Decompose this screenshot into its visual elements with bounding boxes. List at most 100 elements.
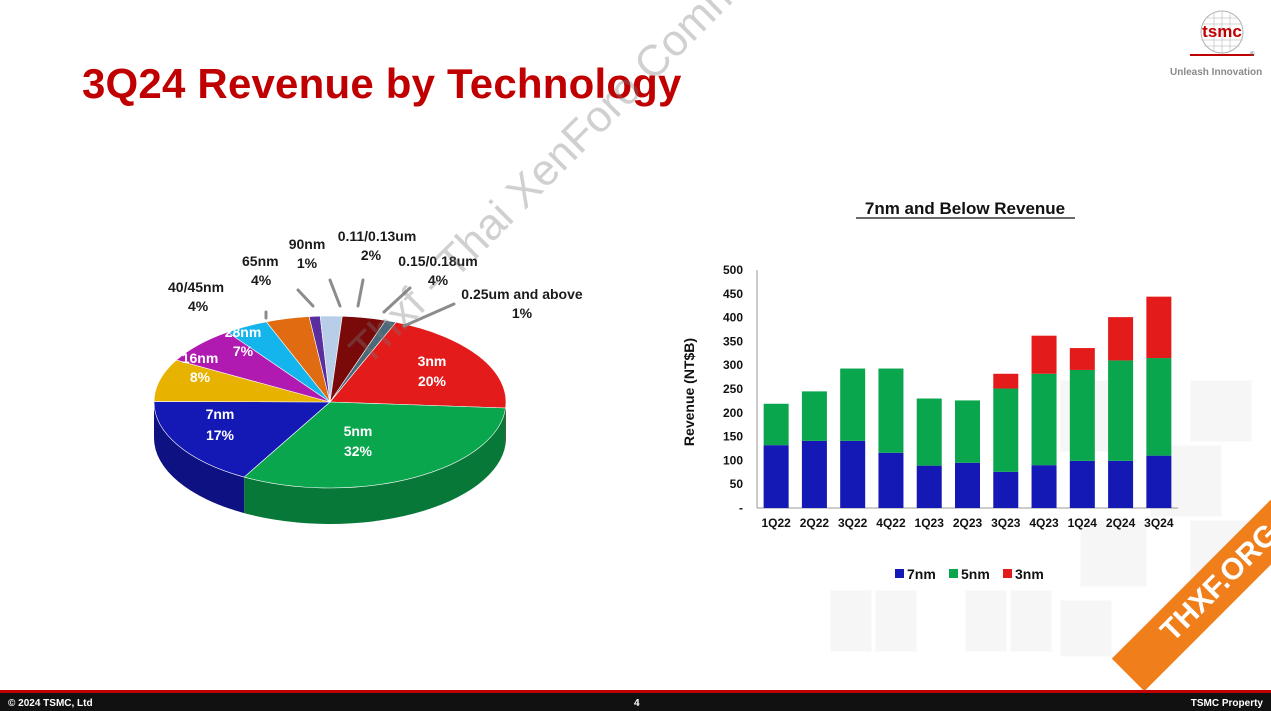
bar-chart-title: 7nm and Below Revenue xyxy=(865,199,1065,218)
bar-segment-7nm xyxy=(801,440,827,508)
tsmc-logo-icon xyxy=(1190,10,1254,56)
bar-segment-7nm xyxy=(1069,460,1095,508)
pie-label: 0.15/0.18um xyxy=(398,253,477,269)
footer-bar: © 2024 TSMC, Ltd 4 TSMC Property xyxy=(0,690,1271,711)
pie-value-label: 4% xyxy=(428,272,449,288)
bar-segment-5nm xyxy=(878,368,904,453)
pie-slice-5nm xyxy=(243,401,506,489)
pie-side-7nm xyxy=(154,402,245,514)
pie-label: 3nm xyxy=(418,353,447,369)
y-tick-label: 250 xyxy=(723,382,743,396)
bar-segment-5nm xyxy=(801,391,827,441)
copyright-text: © 2024 TSMC, Ltd xyxy=(8,698,93,709)
bar-segment-5nm xyxy=(955,400,980,463)
pie-slice-7nm xyxy=(153,401,331,478)
pie-value-label: 7% xyxy=(233,343,254,359)
pie-label: 7nm xyxy=(206,406,235,422)
pie-leader-line xyxy=(356,278,365,308)
page-number: 4 xyxy=(634,698,640,709)
bar-segment-7nm xyxy=(1108,460,1134,508)
y-tick-label: - xyxy=(739,501,743,515)
pie-value-label: 4% xyxy=(251,272,272,288)
footer-property: TSMC Property xyxy=(1190,698,1263,709)
pie-value-label: 1% xyxy=(512,305,533,321)
pie-value-label: 4% xyxy=(188,298,209,314)
bar-segment-7nm xyxy=(955,462,980,508)
pie-leader-line xyxy=(402,302,456,328)
bar-segment-5nm xyxy=(916,398,942,466)
bar-segment-3nm xyxy=(993,373,1019,389)
x-tick-label: 2Q22 xyxy=(800,516,830,530)
bar-segment-5nm xyxy=(763,403,789,446)
slide-title: 3Q24 Revenue by Technology xyxy=(82,60,682,107)
bar-segment-3nm xyxy=(1146,296,1172,359)
pie-side-5nm xyxy=(244,407,506,524)
pie-slice-0.25um and above xyxy=(329,320,397,403)
bar-chart: 7nm and Below Revenue - 50 100 150 200 250 300 3… xyxy=(681,199,1178,582)
pie-chart: 3nm 20% 5nm 32% 7nm 17% 16nm 8% 28nm 7% 40/45nm 4% 6… xyxy=(153,228,583,524)
bar-segment-5nm xyxy=(1031,373,1057,466)
legend-swatch xyxy=(949,569,958,578)
y-tick-label: 350 xyxy=(723,334,743,348)
y-tick-label: 300 xyxy=(723,358,743,372)
bar-segment-7nm xyxy=(1031,465,1057,508)
pie-leader-line xyxy=(296,288,315,308)
y-tick-label: 150 xyxy=(723,430,743,444)
y-tick-label: 50 xyxy=(730,477,744,491)
pie-slice-16nm xyxy=(153,359,331,403)
bar-segment-5nm xyxy=(993,388,1019,472)
bar-segment-5nm xyxy=(840,368,866,441)
y-tick-label: 200 xyxy=(723,406,743,420)
pie-label: 65nm xyxy=(242,253,279,269)
x-tick-label: 3Q23 xyxy=(991,516,1021,530)
pie-value-label: 8% xyxy=(190,369,211,385)
x-tick-label: 2Q24 xyxy=(1106,516,1136,530)
pie-label: 90nm xyxy=(289,236,326,252)
bar-segment-7nm xyxy=(993,471,1019,508)
legend-swatch xyxy=(1003,569,1012,578)
pie-label: 40/45nm xyxy=(168,279,224,295)
x-tick-label: 1Q23 xyxy=(915,516,945,530)
pie-leader-line xyxy=(382,286,412,314)
pie-value-label: 2% xyxy=(361,247,382,263)
bar-segment-5nm xyxy=(1108,360,1134,461)
pie-value-label: 20% xyxy=(418,373,447,389)
pie-label: 16nm xyxy=(182,350,219,366)
pie-leader-line xyxy=(328,278,342,308)
bar-segment-5nm xyxy=(1146,358,1172,456)
bar-segment-3nm xyxy=(1108,317,1134,361)
legend-swatch xyxy=(895,569,904,578)
bar-segment-7nm xyxy=(916,465,942,508)
pie-value-label: 32% xyxy=(344,443,373,459)
pie-label: 0.11/0.13um xyxy=(338,228,417,244)
bar-segment-3nm xyxy=(1069,348,1095,370)
bar-segment-7nm xyxy=(1146,455,1172,508)
y-tick-label: 500 xyxy=(723,263,743,277)
x-tick-label: 3Q24 xyxy=(1144,516,1174,530)
y-tick-label: 400 xyxy=(723,311,743,325)
pie-value-label: 17% xyxy=(206,427,235,443)
pie-label: 0.25um and above xyxy=(461,286,583,302)
registered-mark-icon: ® xyxy=(1250,52,1255,58)
legend-label: 7nm xyxy=(907,566,936,582)
logo-wordmark: tsmc xyxy=(1202,22,1242,41)
tagline: Unleash Innovation xyxy=(1170,67,1263,78)
bar-segment-5nm xyxy=(1069,369,1095,461)
bar-segment-7nm xyxy=(840,440,866,508)
x-tick-label: 1Q22 xyxy=(761,516,791,530)
legend-label: 3nm xyxy=(1015,566,1044,582)
pie-label: 5nm xyxy=(344,423,373,439)
pie-label: 28nm xyxy=(225,324,262,340)
x-tick-label: 4Q22 xyxy=(876,516,906,530)
y-tick-label: 450 xyxy=(723,287,743,301)
pie-value-label: 1% xyxy=(297,255,318,271)
bar-segment-7nm xyxy=(763,445,789,508)
bar-segment-7nm xyxy=(878,452,904,508)
x-tick-label: 1Q24 xyxy=(1068,516,1098,530)
legend-label: 5nm xyxy=(961,566,990,582)
x-tick-label: 4Q23 xyxy=(1029,516,1059,530)
bar-segment-3nm xyxy=(1031,335,1057,374)
pie-slice-3nm xyxy=(329,321,507,409)
